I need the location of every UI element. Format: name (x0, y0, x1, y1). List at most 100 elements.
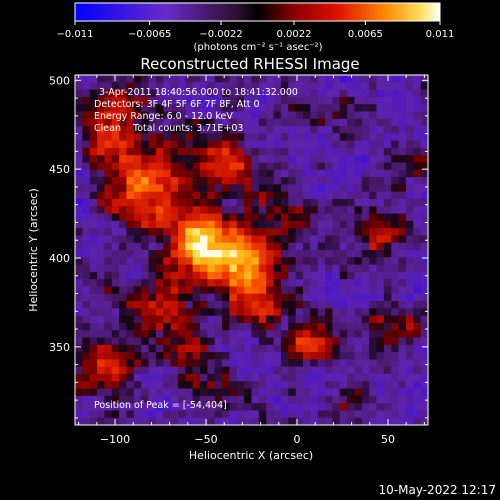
heatmap-cell (280, 337, 289, 346)
heatmap-cell (97, 140, 105, 149)
heatmap-cell (200, 403, 208, 411)
heatmap-cell (302, 322, 311, 331)
heatmap-cell (391, 373, 399, 382)
heatmap-cell (251, 133, 260, 142)
heatmap-cell (214, 228, 223, 236)
heatmap-cell (222, 344, 230, 353)
heatmap-cell (413, 184, 422, 193)
heatmap-cell (332, 322, 341, 331)
heatmap-cell (420, 381, 429, 389)
heatmap-cell (229, 198, 238, 207)
heatmap-cell (214, 213, 223, 222)
heatmap-cell (332, 118, 341, 127)
heatmap-cell (339, 271, 348, 280)
heatmap-cell (317, 308, 326, 317)
heatmap-cell (347, 279, 355, 287)
heatmap-cell (133, 250, 142, 258)
heatmap-cell (288, 133, 297, 142)
heatmap-cell (207, 89, 216, 98)
heatmap-cell (75, 228, 83, 236)
heatmap-cell (273, 250, 282, 258)
heatmap-cell (148, 381, 157, 389)
heatmap-cell (214, 373, 223, 382)
heatmap-cell (170, 366, 179, 375)
heatmap-cell (317, 140, 326, 149)
heatmap-cell (155, 264, 164, 273)
heatmap-cell (163, 184, 171, 193)
heatmap-cell (310, 395, 319, 404)
heatmap-cell (398, 301, 407, 309)
heatmap-cell (310, 381, 319, 389)
heatmap-cell (369, 96, 377, 105)
heatmap-cell (376, 271, 385, 280)
heatmap-cell (126, 381, 135, 389)
heatmap-cell (273, 410, 282, 419)
heatmap-cell (302, 191, 311, 200)
heatmap-cell (288, 169, 297, 178)
heatmap-cell (339, 286, 348, 295)
heatmap-cell (104, 228, 113, 236)
heatmap-cell (244, 403, 252, 411)
heatmap-cell (75, 279, 83, 287)
heatmap-cell (207, 381, 216, 389)
heatmap-cell (273, 155, 282, 163)
heatmap-cell (177, 337, 186, 346)
heatmap-cell (236, 403, 245, 411)
heatmap-cell (244, 264, 252, 273)
heatmap-cell (405, 96, 414, 105)
heatmap-cell (89, 140, 98, 149)
heatmap-cell (104, 191, 113, 200)
heatmap-cell (97, 352, 105, 360)
heatmap-cell (119, 155, 127, 163)
heatmap-cell (244, 198, 252, 207)
heatmap-cell (369, 126, 377, 134)
heatmap-cell (413, 322, 422, 331)
heatmap-cell (148, 337, 157, 346)
heatmap-cell (347, 140, 355, 149)
heatmap-cell (244, 315, 252, 324)
heatmap-cell (89, 315, 98, 324)
heatmap-cell (170, 169, 179, 178)
heatmap-cell (339, 89, 348, 98)
heatmap-cell (222, 381, 230, 389)
heatmap-cell (405, 410, 414, 419)
heatmap-cell (163, 410, 171, 419)
heatmap-cell (177, 417, 186, 426)
heatmap-cell (339, 242, 348, 251)
heatmap-cell (155, 89, 164, 98)
heatmap-cell (332, 206, 341, 214)
heatmap-cell (413, 89, 422, 98)
heatmap-cell (413, 250, 422, 258)
heatmap-cell (317, 177, 326, 185)
heatmap-cell (163, 388, 171, 397)
heatmap-cell (200, 162, 208, 171)
heatmap-cell (207, 301, 216, 309)
heatmap-cell (361, 162, 370, 171)
heatmap-cell (163, 279, 171, 287)
heatmap-cell (222, 162, 230, 171)
heatmap-cell (163, 381, 171, 389)
heatmap-cell (266, 228, 274, 236)
heatmap-cell (310, 322, 319, 331)
heatmap-cell (310, 96, 319, 105)
heatmap-cell (317, 366, 326, 375)
heatmap-cell (332, 126, 341, 134)
heatmap-cell (302, 162, 311, 171)
heatmap-cell (222, 257, 230, 265)
heatmap-cell (302, 330, 311, 338)
heatmap-cell (111, 162, 120, 171)
heatmap-cell (405, 104, 414, 112)
heatmap-cell (111, 417, 120, 426)
heatmap-cell (420, 96, 429, 105)
heatmap-cell (141, 308, 149, 317)
heatmap-cell (258, 82, 267, 90)
heatmap-cell (222, 228, 230, 236)
heatmap-cell (413, 96, 422, 105)
heatmap-cell (104, 315, 113, 324)
heatmap-cell (104, 198, 113, 207)
heatmap-cell (398, 89, 407, 98)
heatmap-cell (354, 89, 363, 98)
heatmap-cell (354, 395, 363, 404)
heatmap-cell (207, 359, 216, 368)
heatmap-cell (302, 308, 311, 317)
